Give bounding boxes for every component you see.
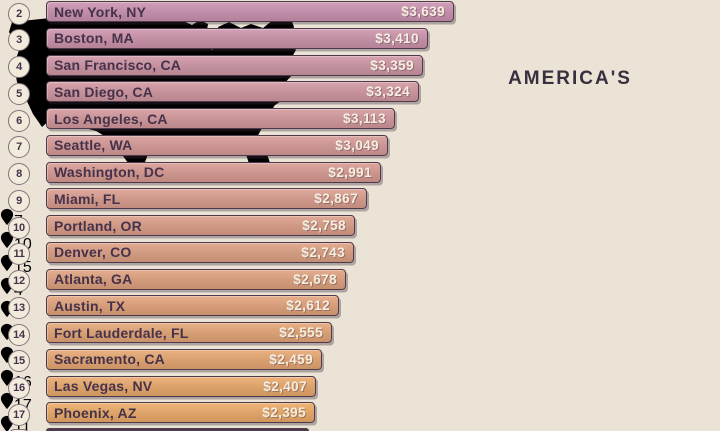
rank-badge: 10 xyxy=(8,216,30,239)
city-label: Portland, OR xyxy=(54,217,142,234)
city-bar: Portland, OR $2,758 xyxy=(46,215,355,236)
rank-badge: 12 xyxy=(8,270,30,292)
rank-badge: 16 xyxy=(8,377,30,399)
city-label: San Diego, CA xyxy=(54,83,154,100)
rank-badge: 2 xyxy=(8,2,30,25)
city-label: Las Vegas, NV xyxy=(54,378,153,394)
city-bar: San Francisco, CA $3,359 xyxy=(46,54,423,76)
map-pin-number: 11 xyxy=(14,420,31,431)
city-label: Austin, TX xyxy=(54,297,126,314)
city-bar: Miami, FL $2,867 xyxy=(46,188,367,210)
partial-next-bar xyxy=(46,428,309,431)
title-affordable: AFFORDABLE xyxy=(502,137,638,155)
title-block: AMERICA'S LEAST AFFORDABLE CITIES xyxy=(420,68,720,173)
city-bar: Phoenix, AZ $2,395 xyxy=(46,402,315,424)
city-label: Los Angeles, CA xyxy=(54,110,168,127)
value-label: $3,049 xyxy=(335,137,379,153)
city-bar: Los Angeles, CA $3,113 xyxy=(46,108,395,129)
value-label: $3,324 xyxy=(366,84,410,100)
city-label: Boston, MA xyxy=(54,30,134,47)
city-label: Miami, FL xyxy=(54,190,121,207)
rank-badge: 3 xyxy=(8,29,30,52)
value-label: $2,555 xyxy=(279,325,323,340)
value-label: $2,991 xyxy=(328,164,372,180)
value-label: $2,459 xyxy=(269,351,313,367)
city-bar: Seattle, WA $3,049 xyxy=(46,134,388,156)
rank-badge: 9 xyxy=(8,189,30,212)
value-label: $3,639 xyxy=(401,4,445,19)
rank-badge: 11 xyxy=(8,243,30,266)
city-bar: Austin, TX $2,612 xyxy=(46,295,339,317)
title-cities: CITIES xyxy=(536,155,604,173)
city-bar: Las Vegas, NV $2,407 xyxy=(46,375,316,397)
city-label: San Francisco, CA xyxy=(54,57,182,73)
value-label: $2,407 xyxy=(263,378,307,394)
map-pin-icon xyxy=(0,392,14,410)
rank-badge: 17 xyxy=(8,403,30,426)
rank-badge: 4 xyxy=(8,56,30,78)
title-kicker: AMERICA'S xyxy=(508,68,632,89)
city-bar: Fort Lauderdale, FL $2,555 xyxy=(46,322,332,343)
city-bar: San Diego, CA $3,324 xyxy=(46,81,419,103)
city-label: Phoenix, AZ xyxy=(54,404,137,421)
rank-badge: 14 xyxy=(8,323,30,346)
city-label: Seattle, WA xyxy=(54,137,133,154)
rank-badge: 13 xyxy=(8,296,30,319)
title-least: LEAST xyxy=(506,98,634,137)
city-label: New York, NY xyxy=(54,3,147,20)
value-label: $2,867 xyxy=(314,191,358,207)
city-label: Washington, DC xyxy=(54,164,165,180)
value-label: $3,410 xyxy=(375,30,419,46)
value-label: $2,678 xyxy=(293,271,337,287)
rank-badge: 15 xyxy=(8,350,30,373)
city-label: Denver, CO xyxy=(54,244,132,261)
city-label: Atlanta, GA xyxy=(54,271,133,287)
city-bar: Denver, CO $2,743 xyxy=(46,241,354,263)
rank-badge: 8 xyxy=(8,163,30,185)
map-pin-icon xyxy=(0,231,14,249)
city-bar: Sacramento, CA $2,459 xyxy=(46,348,322,370)
value-label: $2,758 xyxy=(302,218,346,233)
value-label: $2,395 xyxy=(262,405,306,421)
rank-badge: 7 xyxy=(8,136,30,159)
rank-badge: 5 xyxy=(8,82,30,105)
value-label: $3,359 xyxy=(370,57,414,73)
city-label: Fort Lauderdale, FL xyxy=(54,324,189,341)
city-bar: Boston, MA $3,410 xyxy=(46,27,428,49)
value-label: $2,612 xyxy=(286,298,330,314)
rank-badge: 6 xyxy=(8,109,30,132)
value-label: $3,113 xyxy=(343,111,386,126)
city-bar: New York, NY $3,639 xyxy=(46,1,454,22)
city-bar: Washington, DC $2,991 xyxy=(46,161,381,183)
city-label: Sacramento, CA xyxy=(54,351,165,368)
city-bar: Atlanta, GA $2,678 xyxy=(46,268,346,290)
value-label: $2,743 xyxy=(301,244,345,260)
